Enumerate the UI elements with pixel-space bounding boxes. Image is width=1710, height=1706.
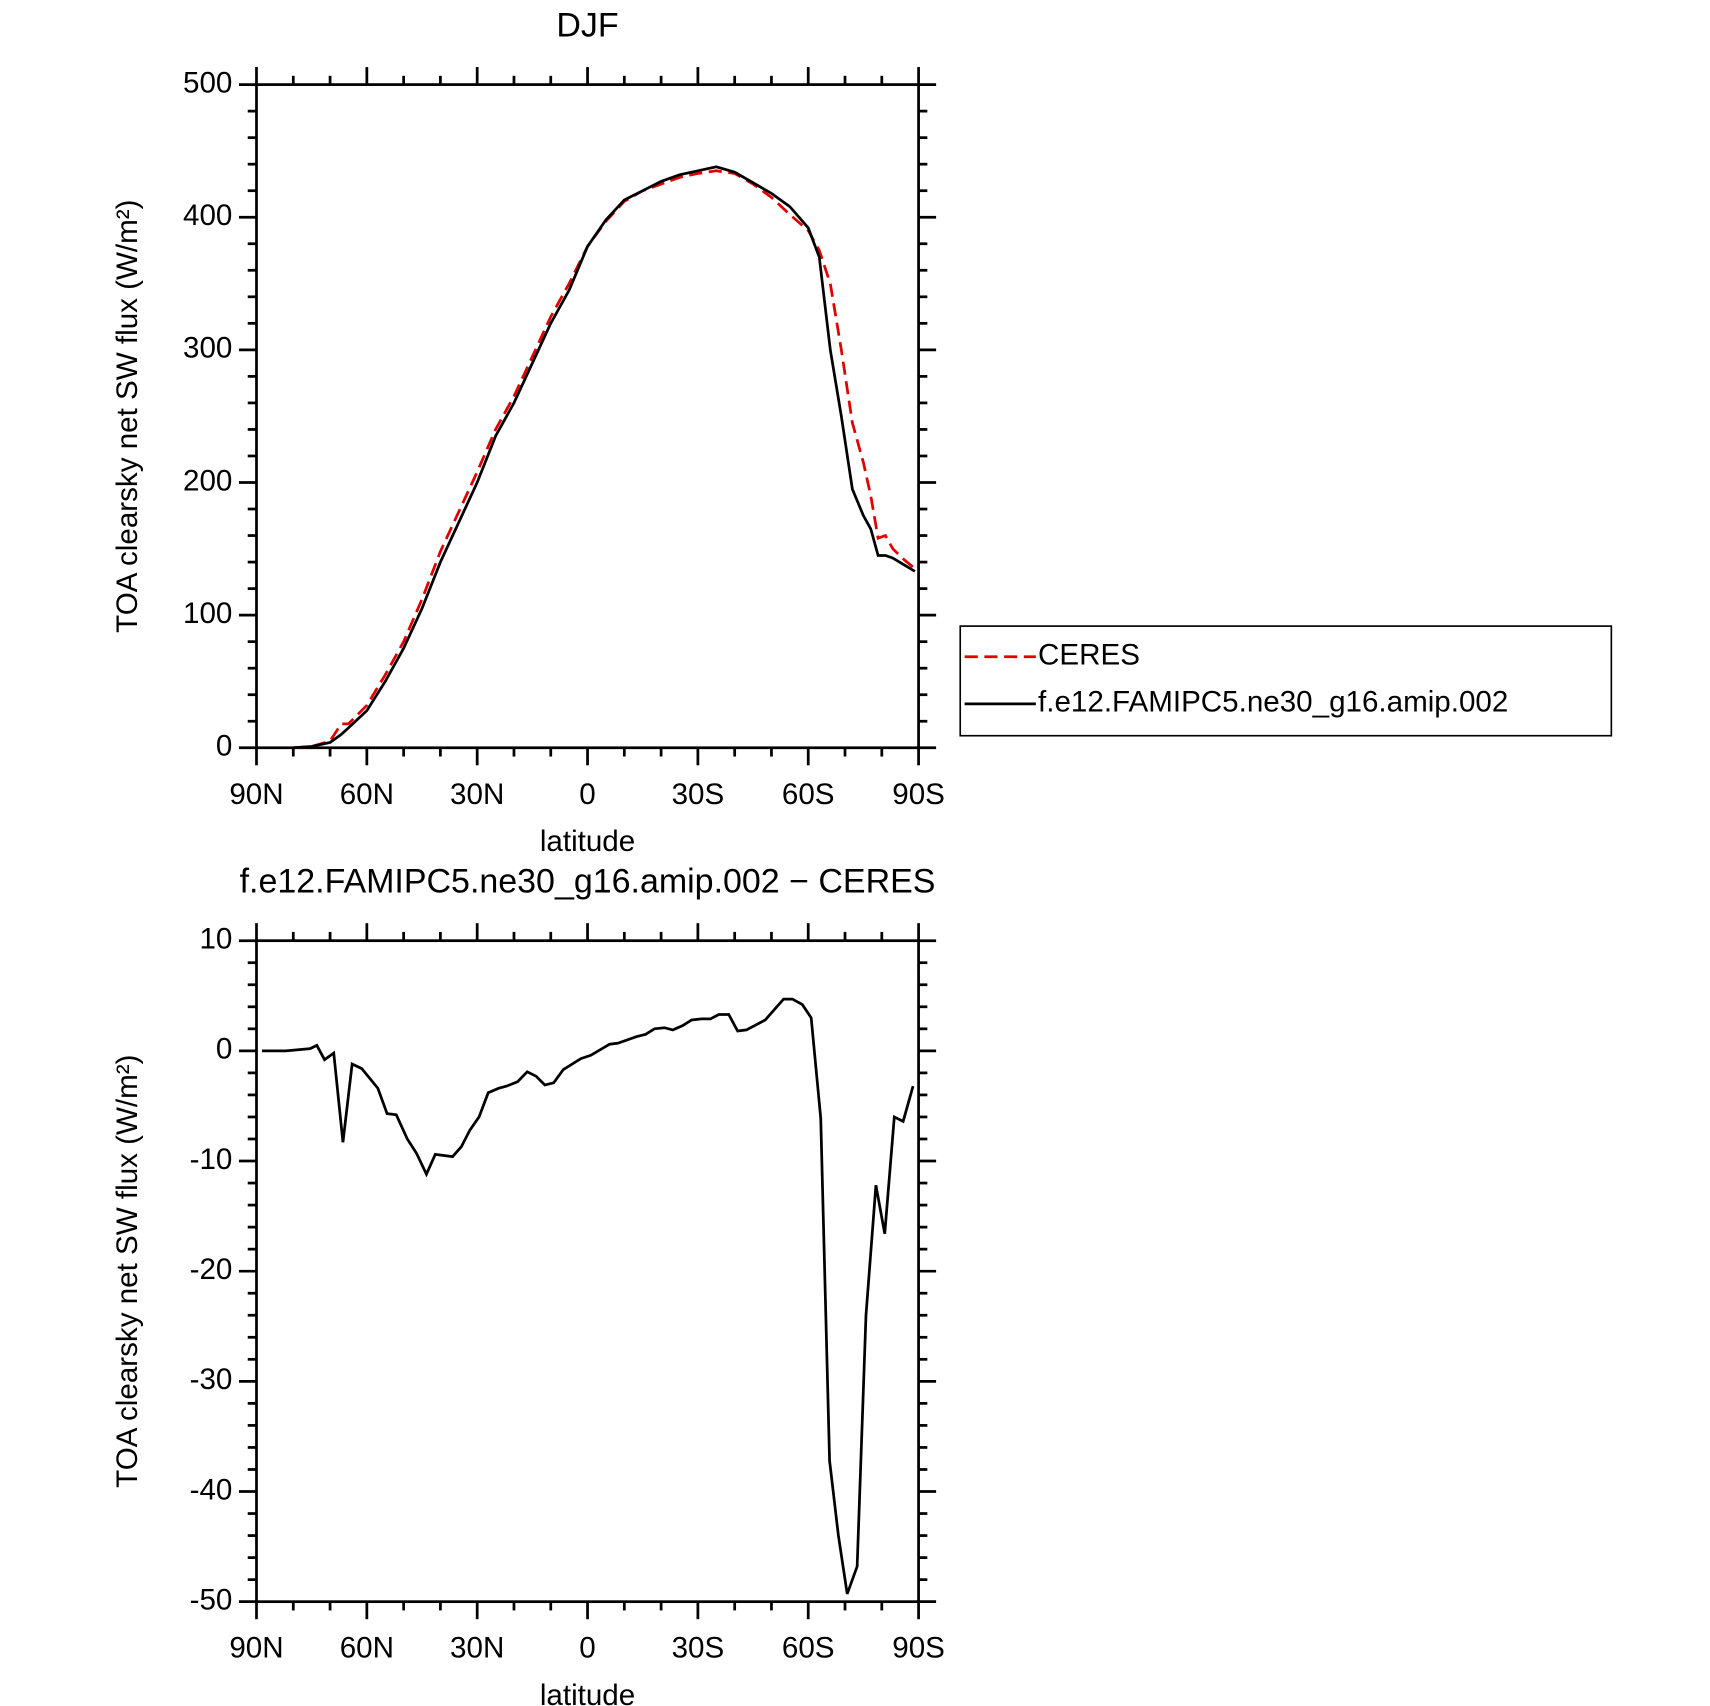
legend-box (959, 625, 1613, 737)
x-tick-label: 30S (672, 1632, 725, 1665)
y-axis-label: TOA clearsky net SW flux (W/m²) (111, 1055, 144, 1488)
x-tick-label: 30N (450, 778, 504, 811)
y-tick-label: 0 (216, 1033, 232, 1066)
chart-title: f.e12.FAMIPC5.ne30_g16.amip.002 − CERES (240, 863, 936, 901)
y-tick-label: 400 (183, 199, 232, 232)
y-tick-label: -10 (190, 1143, 233, 1176)
y-tick-label: 10 (199, 923, 232, 956)
data-line (293, 169, 916, 750)
y-tick-label: -30 (190, 1363, 233, 1396)
legend-label: f.e12.FAMIPC5.ne30_g16.amip.002 (1038, 686, 1508, 719)
legend-label: CERES (1038, 639, 1140, 672)
x-tick-label: 30N (450, 1632, 504, 1665)
data-line (262, 997, 915, 1595)
x-tick-label: 60S (782, 778, 835, 811)
x-tick-label: 60S (782, 1632, 835, 1665)
x-tick-label: 90N (229, 778, 283, 811)
plot-frame (255, 83, 920, 750)
plot-frame (255, 939, 920, 1604)
y-tick-label: 500 (183, 66, 232, 99)
x-tick-label: 60N (340, 1632, 394, 1665)
y-tick-label: 300 (183, 332, 232, 365)
chart-title: DJF (556, 7, 618, 45)
x-tick-label: 90S (892, 1632, 945, 1665)
x-tick-label: 0 (579, 1632, 595, 1665)
x-axis-label: latitude (540, 825, 635, 858)
y-tick-label: -40 (190, 1473, 233, 1506)
y-axis-label: TOA clearsky net SW flux (W/m²) (111, 200, 144, 633)
x-tick-label: 30S (672, 778, 725, 811)
x-tick-label: 60N (340, 778, 394, 811)
x-tick-label: 0 (579, 778, 595, 811)
data-line (293, 165, 916, 750)
x-tick-label: 90N (229, 1632, 283, 1665)
y-tick-label: 0 (216, 730, 232, 763)
y-tick-label: -50 (190, 1583, 233, 1616)
x-axis-label: latitude (540, 1679, 635, 1706)
x-tick-label: 90S (892, 778, 945, 811)
y-tick-label: -20 (190, 1253, 233, 1286)
y-tick-label: 100 (183, 597, 232, 630)
y-tick-label: 200 (183, 464, 232, 497)
